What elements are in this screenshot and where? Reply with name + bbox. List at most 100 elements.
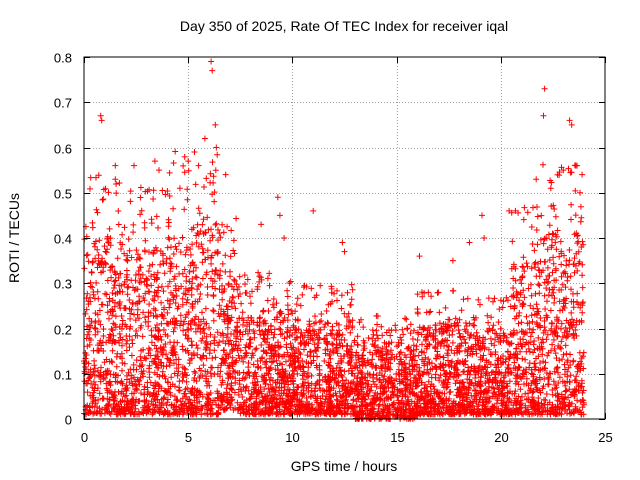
data-point: [179, 402, 186, 409]
data-point: [166, 298, 173, 304]
y-axis-ticks: 00.10.20.30.40.50.60.70.8: [54, 51, 605, 428]
data-point: [199, 275, 206, 282]
data-point: [554, 332, 560, 339]
data-point: [575, 301, 582, 308]
data-point: [337, 367, 344, 373]
data-point: [369, 405, 376, 412]
data-point: [296, 409, 303, 416]
data-point: [326, 379, 333, 386]
data-point: [96, 261, 103, 268]
data-point: [182, 251, 189, 258]
data-point: [572, 162, 579, 169]
data-point: [243, 341, 250, 348]
data-point: [568, 216, 574, 223]
data-point: [528, 312, 535, 319]
data-point: [498, 379, 505, 386]
data-point: [333, 371, 340, 378]
data-point: [330, 392, 337, 399]
data-point: [222, 351, 229, 358]
data-point: [156, 327, 163, 334]
data-point: [567, 319, 574, 326]
data-point: [203, 175, 210, 182]
data-point: [298, 329, 305, 336]
data-point: [170, 205, 177, 212]
data-point: [453, 392, 460, 399]
data-point: [209, 364, 216, 371]
data-point: [123, 382, 130, 389]
data-point: [126, 379, 133, 386]
data-point: [275, 339, 281, 346]
data-point: [109, 359, 116, 366]
data-point: [137, 353, 144, 360]
data-point: [404, 325, 411, 332]
data-point: [301, 282, 308, 289]
data-point: [273, 357, 280, 364]
data-point: [456, 330, 463, 337]
data-point: [139, 271, 146, 278]
data-point: [543, 285, 550, 292]
data-point: [274, 194, 281, 201]
data-point: [344, 314, 350, 320]
data-point: [523, 260, 530, 267]
data-point: [460, 383, 467, 390]
data-point: [262, 381, 269, 388]
data-point: [493, 330, 500, 337]
data-point: [565, 394, 572, 401]
data-point: [161, 304, 168, 311]
data-point: [384, 348, 391, 355]
data-point: [562, 388, 569, 395]
data-point: [238, 403, 245, 410]
data-point: [509, 331, 516, 338]
data-point: [252, 346, 259, 353]
data-point: [321, 324, 328, 331]
data-point: [526, 364, 533, 371]
data-point: [109, 347, 116, 354]
data-point: [451, 320, 458, 327]
data-point: [446, 332, 453, 339]
data-point: [124, 337, 131, 344]
data-point: [374, 313, 381, 320]
data-point: [577, 203, 584, 210]
data-point: [179, 301, 186, 308]
data-point: [248, 390, 255, 397]
data-point: [440, 364, 447, 371]
data-point: [406, 412, 413, 419]
data-point: [267, 381, 274, 388]
data-point: [511, 390, 518, 397]
data-point: [489, 393, 496, 400]
x-tick-label: 10: [285, 430, 299, 445]
data-point: [261, 331, 268, 338]
data-point: [209, 283, 216, 290]
data-point: [161, 394, 168, 401]
data-point: [129, 396, 136, 403]
data-point: [188, 226, 195, 233]
data-point: [140, 368, 147, 374]
data-point: [270, 304, 277, 311]
data-point: [308, 372, 315, 379]
data-point: [506, 378, 513, 385]
data-point: [90, 410, 97, 417]
data-point: [532, 290, 539, 297]
data-point: [573, 250, 580, 257]
data-point: [419, 409, 426, 416]
data-point: [324, 339, 331, 346]
data-point: [508, 340, 515, 347]
data-point: [116, 330, 123, 337]
data-point: [521, 371, 527, 378]
data-point: [255, 405, 262, 412]
data-point: [544, 331, 551, 338]
data-point: [118, 246, 124, 252]
data-point: [526, 325, 533, 332]
data-point: [546, 286, 553, 293]
data-point: [482, 380, 489, 386]
data-point: [270, 296, 277, 302]
data-point: [189, 241, 196, 248]
data-point: [151, 385, 158, 392]
data-point: [385, 363, 392, 370]
data-point: [286, 390, 292, 397]
data-point: [557, 238, 564, 245]
data-point: [378, 323, 385, 330]
data-point: [85, 301, 92, 308]
data-point: [193, 274, 200, 281]
data-point: [283, 344, 290, 351]
